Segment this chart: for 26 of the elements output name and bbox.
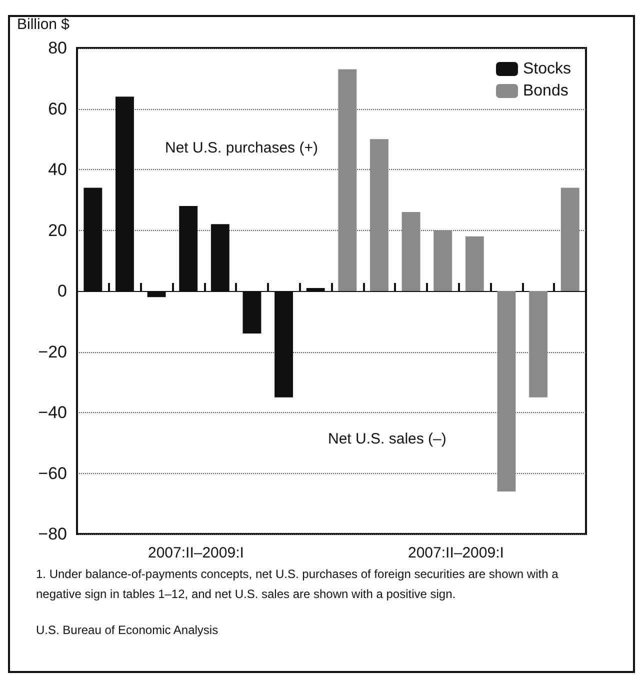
y-tick-label: 80 <box>48 38 67 58</box>
y-axis-title: Billion $ <box>17 16 70 33</box>
bar <box>434 230 452 291</box>
bar <box>465 236 484 291</box>
y-tick-label: −40 <box>38 403 67 422</box>
bar <box>497 291 516 492</box>
bar <box>338 69 357 291</box>
y-tick-label: −80 <box>38 524 67 544</box>
annotation: Net U.S. purchases (+) <box>165 140 318 156</box>
text: U.S. Bureau of Economic Analysis <box>36 623 218 637</box>
y-tick-label: 60 <box>48 99 67 118</box>
legend-label: Stocks <box>522 60 571 78</box>
annotation: Net U.S. sales (–) <box>328 430 446 448</box>
y-tick-label: 20 <box>48 220 67 240</box>
y-tick-label: 40 <box>48 160 67 179</box>
y-tick-label: −60 <box>38 464 67 483</box>
y-tick-label: 0 <box>58 282 67 300</box>
y-tick-label: −20 <box>38 342 67 362</box>
bar <box>370 139 388 291</box>
text: 2007:II–2009:I <box>148 544 244 562</box>
text: 2007:II–2009:I <box>408 544 504 562</box>
bar <box>560 188 580 291</box>
legend-label: Bonds <box>522 82 568 100</box>
bar <box>402 212 420 291</box>
bar <box>529 291 548 398</box>
text: 1. Under balance-of-payments concepts, net U.S. purchases of foreign securities are shown with a negative sign in tables 1–12, and net U.S. sales are shown with a positive sign. <box>36 567 562 601</box>
